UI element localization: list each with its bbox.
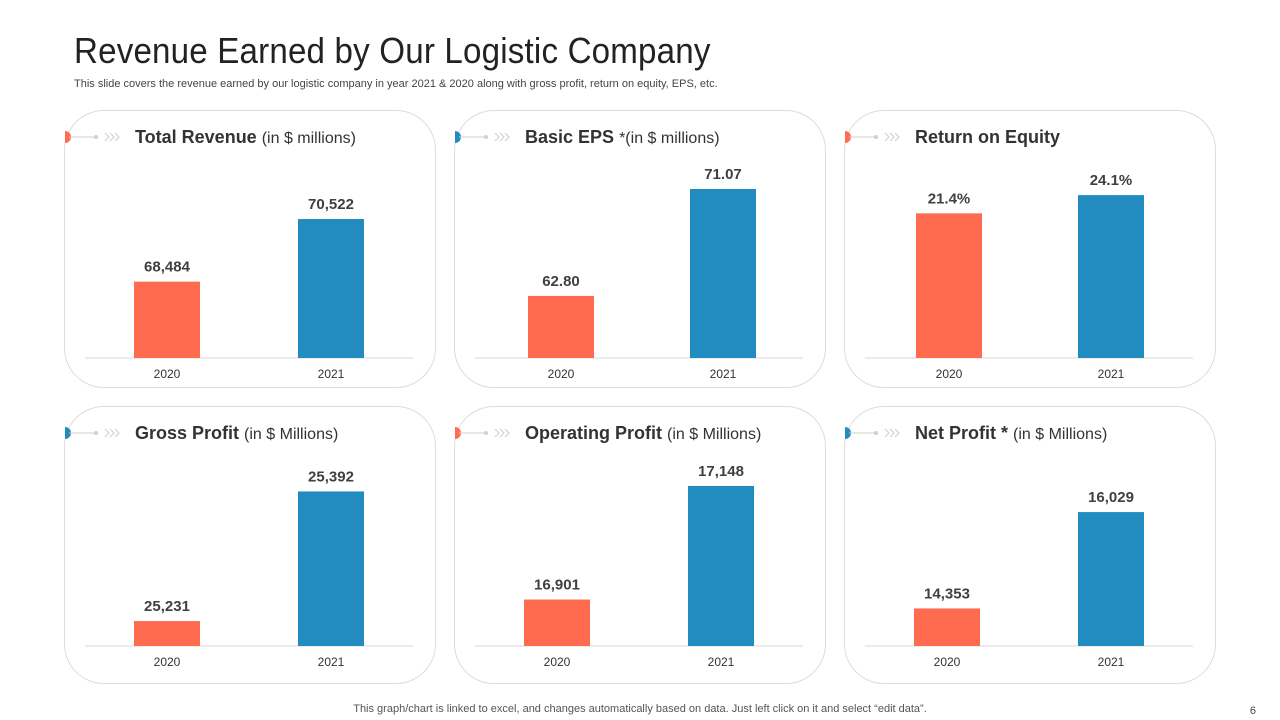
bar-2021 xyxy=(688,485,754,646)
chevron-arrows-icon xyxy=(65,427,120,439)
card-title: Return on Equity xyxy=(915,127,1060,147)
card-title: Total Revenue (in $ millions) xyxy=(135,127,356,147)
x-tick-label-2021: 2021 xyxy=(1098,655,1125,669)
page-title: Revenue Earned by Our Logistic Company xyxy=(74,30,711,71)
bar-chart[interactable]: 21.4% 2020 24.1% 2021 xyxy=(845,111,1217,389)
data-label-2020: 16,901 xyxy=(534,577,580,594)
data-label-2020: 25,231 xyxy=(144,598,190,615)
x-tick-label-2020: 2020 xyxy=(934,655,961,669)
bar-2021 xyxy=(298,219,364,358)
bar-2021 xyxy=(690,189,756,358)
chart-card-operating-profit[interactable]: Operating Profit (in $ Millions) 16,901 2… xyxy=(454,406,826,684)
data-label-2021: 25,392 xyxy=(308,468,354,485)
chart-card-net-profit[interactable]: Net Profit * (in $ Millions) 14,353 2020 1… xyxy=(844,406,1216,684)
footer-note: This graph/chart is linked to excel, and… xyxy=(353,703,927,715)
card-title: Operating Profit (in $ Millions) xyxy=(525,423,762,443)
chart-card-total-revenue[interactable]: Total Revenue (in $ millions) 68,484 2020… xyxy=(64,110,436,388)
chevron-arrows-icon xyxy=(845,427,900,439)
x-tick-label-2020: 2020 xyxy=(154,655,181,669)
chevron-arrows-icon xyxy=(455,427,510,439)
bar-chart[interactable]: 68,484 2020 70,522 2021 xyxy=(65,111,437,389)
card-bullet-icon xyxy=(845,427,900,439)
x-tick-label-2021: 2021 xyxy=(318,655,345,669)
chart-card-gross-profit[interactable]: Gross Profit (in $ Millions) 25,231 2020 2… xyxy=(64,406,436,684)
card-title: Basic EPS *(in $ millions) xyxy=(525,127,720,147)
data-label-2020: 14,353 xyxy=(924,585,970,602)
x-tick-label-2020: 2020 xyxy=(548,367,575,381)
bar-2020 xyxy=(134,281,200,358)
chevron-arrows-icon xyxy=(455,131,510,143)
data-label-2021: 70,522 xyxy=(308,196,354,213)
bar-chart[interactable]: 14,353 2020 16,029 2021 xyxy=(845,407,1217,685)
x-tick-label-2021: 2021 xyxy=(708,655,735,669)
x-tick-label-2021: 2021 xyxy=(1098,367,1125,381)
card-unit: (in $ Millions) xyxy=(667,426,762,443)
bar-chart[interactable]: 25,231 2020 25,392 2021 xyxy=(65,407,437,685)
card-unit: (in $ millions) xyxy=(261,130,356,147)
bar-chart[interactable]: 16,901 2020 17,148 2021 xyxy=(455,407,827,685)
bar-2021 xyxy=(1078,512,1144,646)
bar-2020 xyxy=(134,621,200,646)
card-unit: (in $ Millions) xyxy=(1013,426,1108,443)
bar-2020 xyxy=(528,295,594,358)
card-title: Net Profit * (in $ Millions) xyxy=(915,423,1108,443)
page-subtitle: This slide covers the revenue earned by … xyxy=(74,78,718,90)
page-number: 6 xyxy=(1249,705,1256,717)
card-bullet-icon xyxy=(65,131,120,143)
card-bullet-icon xyxy=(65,427,120,439)
x-tick-label-2021: 2021 xyxy=(318,367,345,381)
card-bullet-icon xyxy=(455,427,510,439)
data-label-2021: 24.1% xyxy=(1090,172,1133,189)
bar-2020 xyxy=(916,213,982,358)
chart-card-return-on-equity[interactable]: Return on Equity 21.4% 2020 24.1% 2021 xyxy=(844,110,1216,388)
x-tick-label-2020: 2020 xyxy=(936,367,963,381)
x-tick-label-2020: 2020 xyxy=(154,367,181,381)
chevron-arrows-icon xyxy=(845,131,900,143)
card-unit: (in $ Millions) xyxy=(244,426,339,443)
bar-2021 xyxy=(1078,195,1144,358)
chart-card-basic-eps[interactable]: Basic EPS *(in $ millions) 62.80 2020 71.0… xyxy=(454,110,826,388)
bar-2020 xyxy=(914,608,980,646)
bar-2020 xyxy=(524,599,590,646)
x-tick-label-2021: 2021 xyxy=(710,367,737,381)
bar-2021 xyxy=(298,491,364,646)
card-title: Gross Profit (in $ Millions) xyxy=(135,423,339,443)
data-label-2021: 17,148 xyxy=(698,463,744,480)
data-label-2020: 21.4% xyxy=(928,190,971,207)
data-label-2020: 62.80 xyxy=(542,273,580,290)
card-bullet-icon xyxy=(845,131,900,143)
card-unit: *(in $ millions) xyxy=(619,130,720,147)
data-label-2020: 68,484 xyxy=(144,259,191,276)
data-label-2021: 16,029 xyxy=(1088,489,1134,506)
chevron-arrows-icon xyxy=(65,131,120,143)
bar-chart[interactable]: 62.80 2020 71.07 2021 xyxy=(455,111,827,389)
data-label-2021: 71.07 xyxy=(704,166,742,183)
x-tick-label-2020: 2020 xyxy=(544,655,571,669)
card-bullet-icon xyxy=(455,131,510,143)
